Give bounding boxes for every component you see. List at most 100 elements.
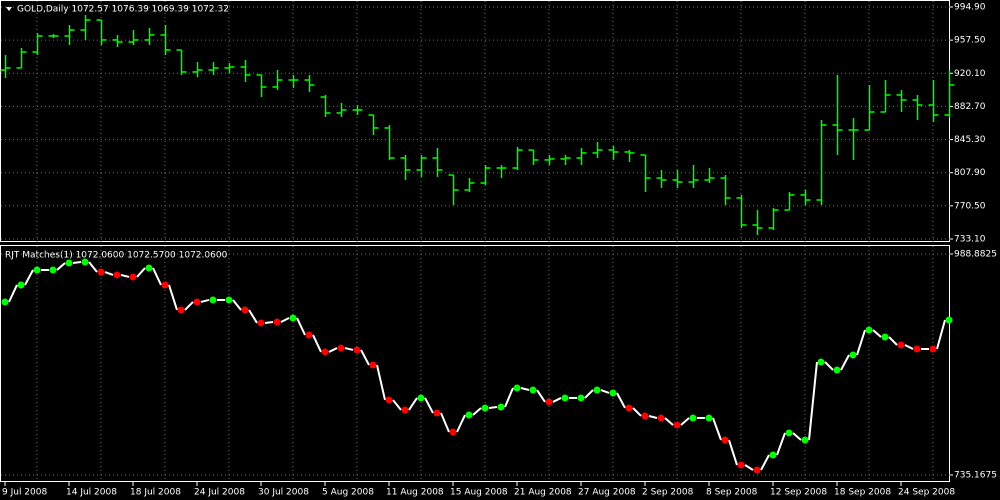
indicator-segment [72,260,82,265]
indicator-segment [8,284,18,303]
indicator-segment [280,317,290,323]
indicator-dot [113,271,121,279]
indicator-dot [81,258,89,266]
indicator-dot [673,421,681,429]
indicator-dot [721,436,729,444]
indicator-segment [424,397,434,414]
indicator-dot [513,384,521,392]
indicator-dot [129,273,137,281]
indicator-segment [632,407,642,417]
indicator-dot [209,296,217,304]
indicator-dot [561,394,569,402]
indicator-dot [897,341,905,349]
price-panel [0,0,950,242]
y-tick-label: 882.70 [954,102,986,112]
indicator-dot [321,348,329,356]
indicator-segment [248,309,258,324]
x-tick-label: 15 Aug 2008 [450,488,508,498]
indicator-segment [536,389,546,403]
indicator-segment [88,261,98,273]
x-tick-label: 24 Jul 2008 [194,488,245,498]
y-tick-label: 920.10 [954,69,986,79]
x-tick-label: 18 Sep 2008 [834,488,891,498]
x-tick-label: 5 Aug 2008 [322,488,374,498]
indicator-dot [1,298,9,306]
indicator-segment [168,284,178,311]
indicator-dot [769,451,777,459]
indicator-segment [872,329,882,338]
y-tick-label: 807.90 [954,168,986,178]
indicator-segment [888,336,898,346]
x-tick-label: 30 Jul 2008 [258,488,309,498]
indicator-segment [792,432,802,441]
indicator-dot [241,306,249,314]
x-tick-label: 21 Aug 2008 [514,488,572,498]
indicator-segment [648,415,658,419]
indicator-segment [760,454,770,471]
indicator-segment [152,267,162,286]
indicator-segment [520,387,530,391]
indicator-dot [193,298,201,306]
indicator-segment [120,273,130,278]
indicator-dot [641,412,649,420]
indicator-dot [289,314,297,322]
indicator-segment [552,397,562,403]
price-header: GOLD,Daily 1072.57 1076.39 1069.39 1072.… [17,5,229,15]
indicator-segment [104,271,114,276]
indicator-segment [856,329,866,356]
y-tick-label: 988.8825 [954,249,997,259]
indicator-dot [305,331,313,339]
indicator-dot [385,396,393,404]
indicator-segment [232,299,242,311]
indicator-segment [600,389,610,394]
indicator-segment [408,397,418,411]
indicator-dot [753,466,761,474]
indicator-segment [488,406,498,409]
indicator-segment [504,387,514,408]
indicator-segment [440,412,450,433]
indicator-segment [472,407,482,416]
indicator-segment [776,432,786,456]
x-tick-label: 18 Jul 2008 [130,488,181,498]
indicator-segment [360,349,370,366]
indicator-dot [657,414,665,422]
indicator-dot [337,344,345,352]
indicator-segment [184,301,194,311]
indicator-segment [344,347,354,351]
indicator-dot [833,366,841,374]
y-tick-label: 733.10 [954,234,986,244]
indicator-segment [584,389,594,399]
indicator-dot [353,346,361,354]
indicator-segment [840,354,850,371]
menu-arrow [6,7,12,11]
indicator-panel [0,245,950,482]
indicator-dot [929,345,937,353]
indicator-segment [936,319,946,350]
indicator-dot [161,281,169,289]
indicator-dot [497,403,505,411]
indicator-dot [881,333,889,341]
y-tick-label: 994.90 [954,3,986,13]
indicator-dot [817,358,825,366]
indicator-segment [680,417,690,426]
indicator-dot [465,411,473,419]
indicator-dot [913,345,921,353]
indicator-dot [273,318,281,326]
indicator-dot [737,461,745,469]
indicator-segment [712,417,722,441]
indicator-segment [728,439,738,466]
indicator-segment [904,344,914,350]
indicator-segment [376,364,386,401]
indicator-dot [433,409,441,417]
indicator-dot [33,266,41,274]
indicator-dot [593,386,601,394]
indicator-segment [24,269,34,286]
indicator-dot [417,394,425,402]
indicator-dot [97,268,105,276]
indicator-dot [17,281,25,289]
indicator-dot [225,296,233,304]
indicator-dot [529,386,537,394]
